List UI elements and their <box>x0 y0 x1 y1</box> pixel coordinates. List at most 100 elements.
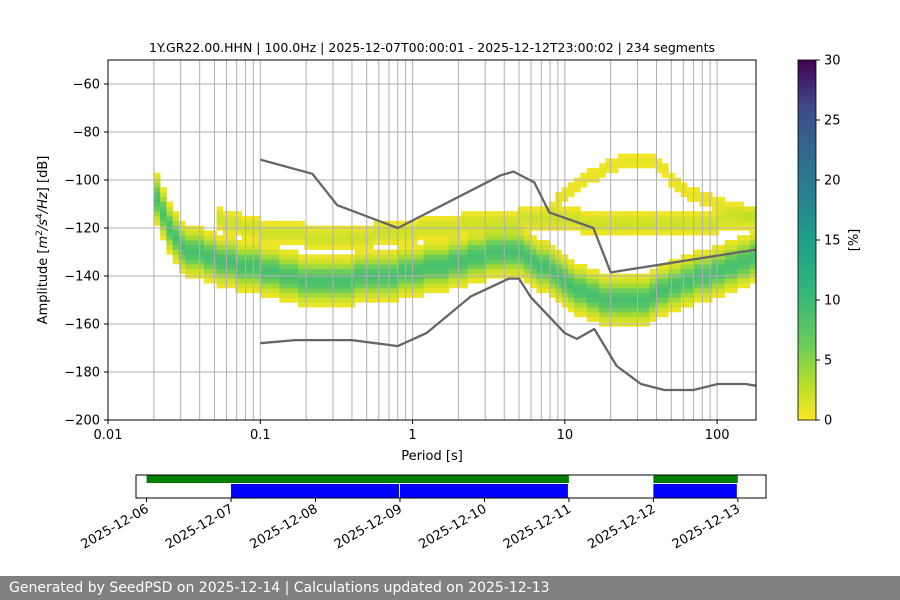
heatmap-cell <box>730 244 738 250</box>
heatmap-cell <box>298 220 305 226</box>
heatmap-cell <box>592 172 600 178</box>
heatmap-cell <box>254 220 261 226</box>
heatmap-cell <box>354 230 362 236</box>
heatmap-cell <box>254 259 261 265</box>
heatmap-cell <box>367 249 374 255</box>
heatmap-cell <box>649 288 657 294</box>
heatmap-cell <box>580 172 588 178</box>
heatmap-cell <box>743 264 751 270</box>
availability-bar-data <box>146 475 569 483</box>
heatmap-cell <box>599 278 606 284</box>
heatmap-cell <box>718 211 726 217</box>
heatmap-cell <box>674 230 682 236</box>
heatmap-cell <box>498 235 506 241</box>
heatmap-cell <box>417 268 424 274</box>
heatmap-cell <box>630 216 638 222</box>
heatmap-cell <box>655 302 663 308</box>
colorbar-tick-label: 20 <box>824 174 841 189</box>
heatmap-cell <box>448 244 456 250</box>
heatmap-cell <box>411 235 418 241</box>
heatmap-cell <box>730 268 738 274</box>
heatmap-cell <box>655 297 663 303</box>
heatmap-cell <box>530 259 537 265</box>
heatmap-cell <box>191 230 199 236</box>
heatmap-cell <box>417 283 424 289</box>
heatmap-cell <box>298 259 305 265</box>
heatmap-cell <box>411 220 418 226</box>
heatmap-cell <box>216 240 224 246</box>
heatmap-cell <box>712 220 719 226</box>
heatmap-cell <box>480 211 487 217</box>
heatmap-cell <box>599 297 606 303</box>
heatmap-cell <box>291 288 299 294</box>
heatmap-cell <box>266 292 274 298</box>
heatmap-cell <box>643 312 650 318</box>
heatmap-cell <box>392 297 399 303</box>
heatmap-cell <box>448 240 456 246</box>
heatmap-cell <box>392 249 399 255</box>
heatmap-cell <box>185 249 192 255</box>
heatmap-cell <box>160 187 167 193</box>
heatmap-cell <box>530 220 537 226</box>
heatmap-cell <box>480 230 487 236</box>
heatmap-cell <box>461 230 468 236</box>
heatmap-cell <box>191 240 199 246</box>
heatmap-cell <box>310 244 318 250</box>
heatmap-cell <box>749 249 756 255</box>
heatmap-cell <box>411 288 418 294</box>
heatmap-cell <box>549 201 556 207</box>
heatmap-cell <box>511 220 519 226</box>
heatmap-cell <box>599 172 606 178</box>
heatmap-cell <box>379 297 387 303</box>
heatmap-cell <box>273 283 280 289</box>
heatmap-cell <box>517 268 525 274</box>
heatmap-cell <box>316 292 324 298</box>
heatmap-cell <box>229 230 236 236</box>
heatmap-cell <box>310 264 318 270</box>
heatmap-cell <box>705 283 713 289</box>
heatmap-cell <box>555 216 562 222</box>
chart-title: 1Y.GR22.00.HHN | 100.0Hz | 2025-12-07T00… <box>149 40 715 55</box>
heatmap-cell <box>442 259 450 265</box>
heatmap-cell <box>486 240 493 246</box>
heatmap-cell <box>354 264 362 270</box>
heatmap-cell <box>241 230 249 236</box>
heatmap-cell <box>335 259 343 265</box>
heatmap-cell <box>724 288 732 294</box>
heatmap-cell <box>235 259 243 265</box>
heatmap-cell <box>373 249 381 255</box>
heatmap-cell <box>461 249 468 255</box>
heatmap-cell <box>505 235 512 241</box>
heatmap-cell <box>498 220 506 226</box>
heatmap-cell <box>392 268 399 274</box>
heatmap-cell <box>335 288 343 294</box>
heatmap-cell <box>285 292 293 298</box>
heatmap-cell <box>705 297 713 303</box>
heatmap-cell <box>235 254 243 260</box>
heatmap-cell <box>655 158 663 164</box>
heatmap-cell <box>592 211 600 217</box>
heatmap-cell <box>574 264 581 270</box>
heatmap-cell <box>291 268 299 274</box>
heatmap-cell <box>392 259 399 265</box>
heatmap-cell <box>567 187 575 193</box>
heatmap-cell <box>743 220 751 226</box>
heatmap-cell <box>411 244 418 250</box>
heatmap-cell <box>517 220 525 226</box>
heatmap-cell <box>555 192 562 198</box>
heatmap-cell <box>674 187 682 193</box>
heatmap-cell <box>555 292 562 298</box>
heatmap-cell <box>505 216 512 222</box>
heatmap-cell <box>655 307 663 313</box>
heatmap-cell <box>210 259 217 265</box>
heatmap-cell <box>549 254 556 260</box>
plot-frame <box>107 59 757 421</box>
heatmap-cell <box>291 220 299 226</box>
heatmap-cell <box>247 259 255 265</box>
heatmap-cell <box>486 264 493 270</box>
heatmap-cell <box>316 240 324 246</box>
heatmap-cell <box>298 278 305 284</box>
heatmap-cell <box>592 307 600 313</box>
heatmap-cell <box>467 230 475 236</box>
heatmap-cell <box>530 278 537 284</box>
